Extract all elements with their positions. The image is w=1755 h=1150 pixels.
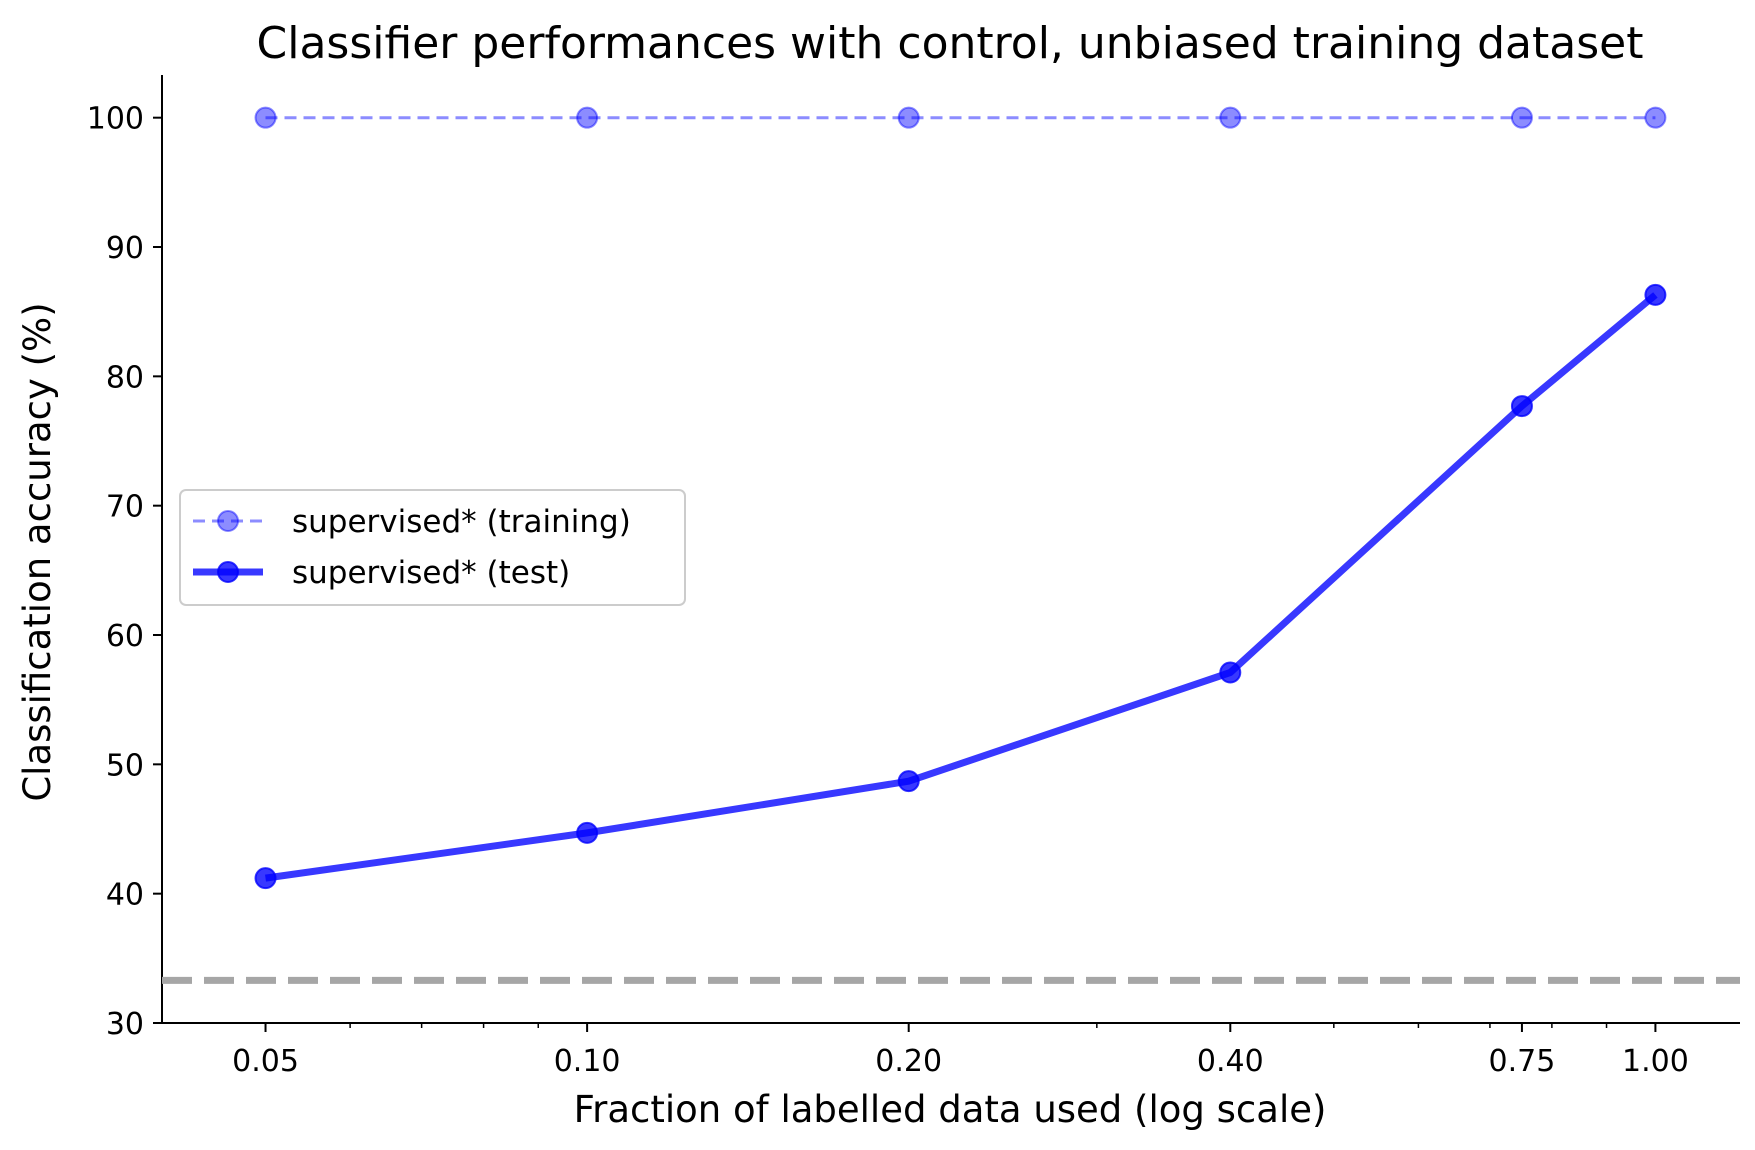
x-tick-label: 0.75 — [1489, 1044, 1556, 1079]
y-tick-label: 60 — [106, 619, 144, 654]
x-tick-label: 0.40 — [1197, 1044, 1264, 1079]
x-tick-label: 0.20 — [875, 1044, 942, 1079]
y-tick-label: 80 — [106, 360, 144, 395]
legend-marker-training — [217, 510, 239, 532]
y-tick-label: 70 — [106, 490, 144, 525]
data-point-training — [1510, 106, 1533, 129]
data-point-training — [1644, 106, 1667, 129]
chart-title: Classifier performances with control, un… — [257, 18, 1644, 69]
data-point-test — [897, 770, 920, 793]
y-tick-label: 50 — [106, 748, 144, 783]
data-point-test — [254, 867, 277, 890]
data-point-training — [576, 106, 599, 129]
y-tick-label: 90 — [106, 231, 144, 266]
x-tick-label: 1.00 — [1622, 1044, 1689, 1079]
x-tick-label: 0.05 — [232, 1044, 299, 1079]
data-point-test — [1644, 283, 1667, 306]
legend-label-training: supervised* (training) — [292, 504, 631, 540]
y-tick-label: 40 — [106, 878, 144, 913]
series-line-test — [265, 292, 1658, 882]
y-tick-label: 100 — [87, 102, 144, 137]
data-point-test — [1510, 395, 1533, 418]
y-tick-label: 30 — [106, 1007, 144, 1042]
legend-label-test: supervised* (test) — [292, 555, 570, 591]
legend: supervised* (training) supervised* (test) — [179, 489, 686, 606]
data-point-test — [1219, 661, 1242, 684]
y-axis-label: Classification accuracy (%) — [16, 302, 59, 801]
x-tick-label: 0.10 — [554, 1044, 621, 1079]
legend-frame — [179, 489, 686, 606]
data-point-training — [254, 106, 277, 129]
x-axis-label: Fraction of labelled data used (log scal… — [574, 1088, 1327, 1131]
data-point-training — [897, 106, 920, 129]
data-point-training — [1219, 106, 1242, 129]
legend-marker-test — [217, 561, 239, 583]
data-point-test — [576, 821, 599, 844]
